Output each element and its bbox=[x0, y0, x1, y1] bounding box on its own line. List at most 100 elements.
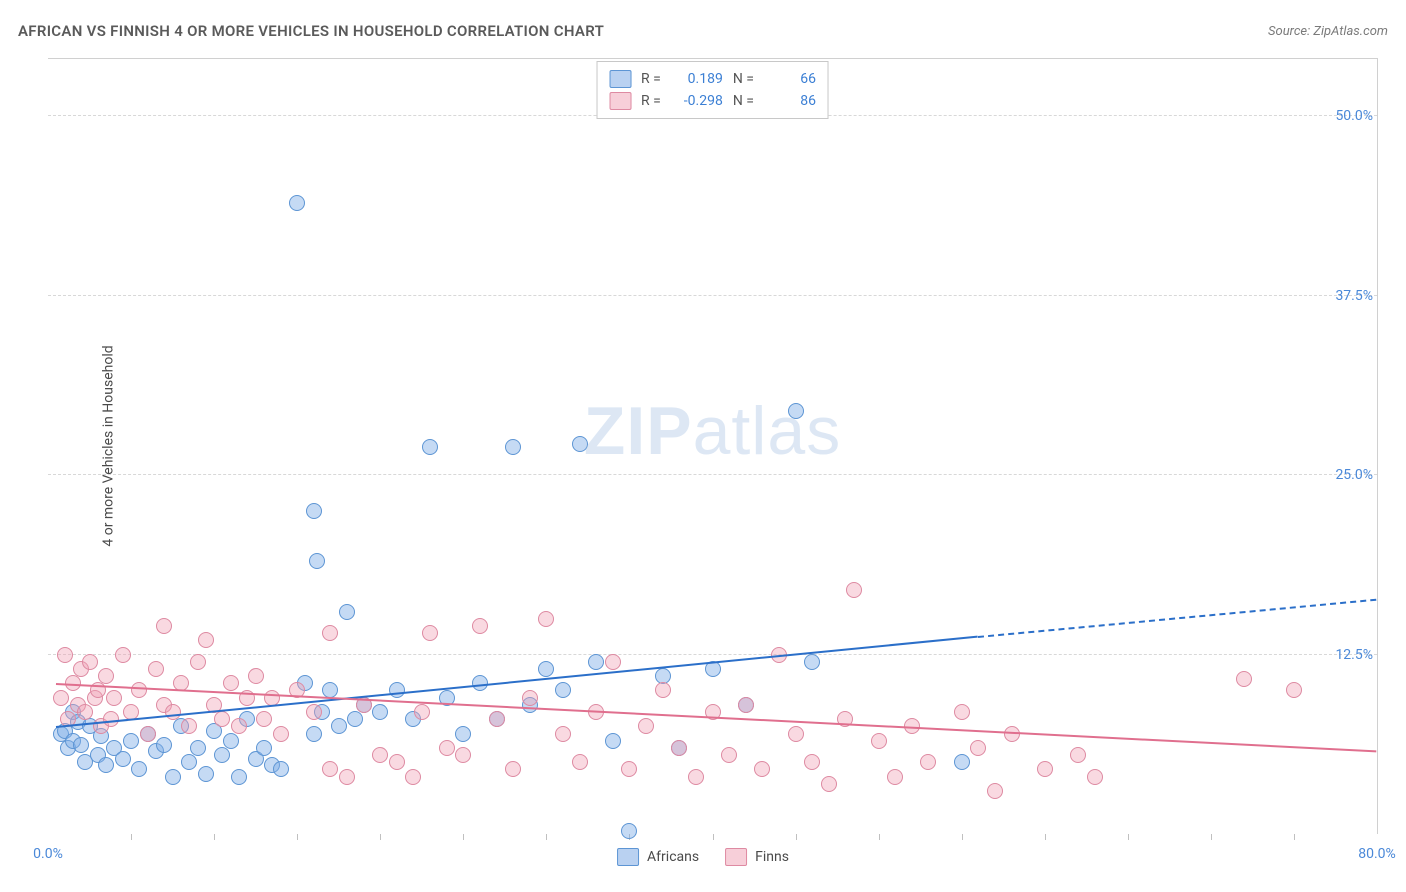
data-point bbox=[522, 690, 538, 706]
data-point bbox=[73, 737, 89, 753]
data-point bbox=[621, 761, 637, 777]
data-point bbox=[887, 769, 903, 785]
x-tick bbox=[131, 834, 132, 840]
data-point bbox=[306, 704, 322, 720]
data-point bbox=[505, 439, 521, 455]
x-tick bbox=[1294, 834, 1295, 840]
x-tick bbox=[1211, 834, 1212, 840]
data-point bbox=[721, 747, 737, 763]
source-attribution: Source: ZipAtlas.com bbox=[1268, 24, 1388, 39]
data-point bbox=[223, 675, 239, 691]
data-point bbox=[655, 682, 671, 698]
data-point bbox=[306, 726, 322, 742]
data-point bbox=[846, 582, 862, 598]
data-point bbox=[1286, 682, 1302, 698]
data-point bbox=[605, 654, 621, 670]
data-point bbox=[231, 769, 247, 785]
data-point bbox=[98, 757, 114, 773]
data-point bbox=[405, 769, 421, 785]
data-point bbox=[198, 632, 214, 648]
data-point bbox=[131, 682, 147, 698]
data-point bbox=[621, 823, 637, 839]
data-point bbox=[77, 704, 93, 720]
data-point bbox=[788, 403, 804, 419]
swatch-pink bbox=[609, 92, 631, 110]
data-point bbox=[156, 737, 172, 753]
x-tick-label: 0.0% bbox=[33, 846, 63, 862]
data-point bbox=[489, 711, 505, 727]
data-point bbox=[1236, 671, 1252, 687]
data-point bbox=[331, 718, 347, 734]
x-tick bbox=[546, 834, 547, 840]
data-point bbox=[1087, 769, 1103, 785]
legend-item-africans: Africans bbox=[617, 848, 699, 866]
data-point bbox=[414, 704, 430, 720]
data-point bbox=[322, 761, 338, 777]
data-point bbox=[165, 704, 181, 720]
y-tick-label: 12.5% bbox=[1335, 647, 1379, 663]
x-tick bbox=[380, 834, 381, 840]
data-point bbox=[148, 661, 164, 677]
data-point bbox=[455, 747, 471, 763]
swatch-blue bbox=[617, 848, 639, 866]
data-point bbox=[115, 647, 131, 663]
data-point bbox=[638, 718, 654, 734]
data-point bbox=[347, 711, 363, 727]
legend-row-finns: R = -0.298 N = 86 bbox=[609, 90, 816, 112]
data-point bbox=[804, 654, 820, 670]
x-tick bbox=[962, 834, 963, 840]
legend-item-finns: Finns bbox=[725, 848, 789, 866]
data-point bbox=[339, 769, 355, 785]
chart-title: AFRICAN VS FINNISH 4 OR MORE VEHICLES IN… bbox=[18, 22, 604, 40]
data-point bbox=[372, 704, 388, 720]
x-tick bbox=[1045, 834, 1046, 840]
data-point bbox=[306, 503, 322, 519]
data-point bbox=[82, 654, 98, 670]
data-point bbox=[181, 718, 197, 734]
y-tick-label: 25.0% bbox=[1335, 467, 1379, 483]
x-tick bbox=[463, 834, 464, 840]
trendline bbox=[978, 599, 1377, 638]
data-point bbox=[190, 654, 206, 670]
x-tick bbox=[297, 834, 298, 840]
data-point bbox=[273, 761, 289, 777]
data-point bbox=[123, 733, 139, 749]
data-point bbox=[372, 747, 388, 763]
data-point bbox=[214, 747, 230, 763]
data-point bbox=[970, 740, 986, 756]
data-point bbox=[165, 769, 181, 785]
data-point bbox=[505, 761, 521, 777]
data-point bbox=[198, 766, 214, 782]
data-point bbox=[954, 704, 970, 720]
gridline bbox=[48, 654, 1377, 655]
x-tick bbox=[879, 834, 880, 840]
data-point bbox=[954, 754, 970, 770]
data-point bbox=[273, 726, 289, 742]
data-point bbox=[871, 733, 887, 749]
data-point bbox=[57, 647, 73, 663]
data-point bbox=[572, 436, 588, 452]
data-point bbox=[1070, 747, 1086, 763]
data-point bbox=[987, 783, 1003, 799]
data-point bbox=[754, 761, 770, 777]
data-point bbox=[821, 776, 837, 792]
data-point bbox=[131, 761, 147, 777]
data-point bbox=[322, 625, 338, 641]
data-point bbox=[339, 604, 355, 620]
data-point bbox=[389, 754, 405, 770]
data-point bbox=[671, 740, 687, 756]
data-point bbox=[455, 726, 471, 742]
x-tick bbox=[214, 834, 215, 840]
y-tick-label: 37.5% bbox=[1335, 288, 1379, 304]
data-point bbox=[738, 697, 754, 713]
data-point bbox=[256, 711, 272, 727]
data-point bbox=[98, 668, 114, 684]
data-point bbox=[605, 733, 621, 749]
data-point bbox=[289, 195, 305, 211]
data-point bbox=[140, 726, 156, 742]
swatch-blue bbox=[609, 70, 631, 88]
data-point bbox=[422, 439, 438, 455]
x-tick-label: 80.0% bbox=[1358, 846, 1396, 862]
data-point bbox=[106, 690, 122, 706]
data-point bbox=[920, 754, 936, 770]
